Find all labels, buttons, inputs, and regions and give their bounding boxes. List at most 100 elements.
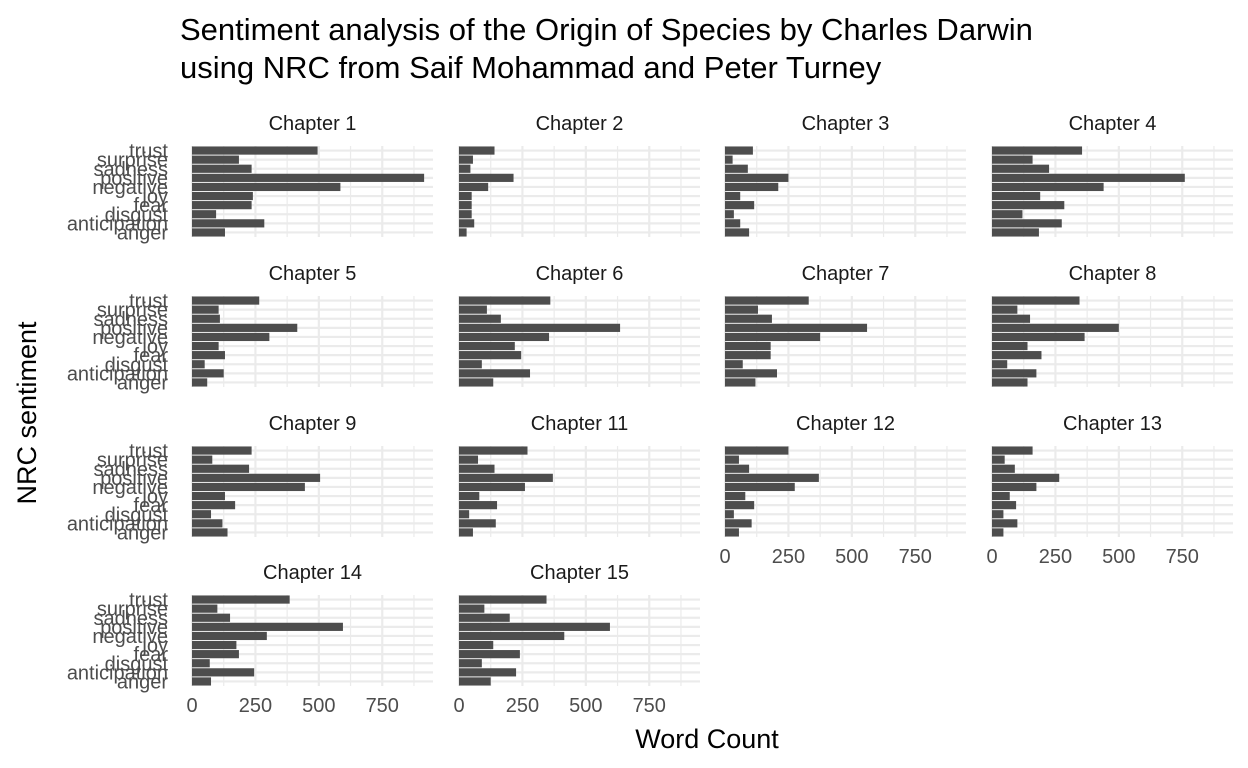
bar-joy [459,491,480,501]
x-tick-label: 0 [719,546,730,568]
bar-positive [725,323,868,332]
bar-surprise [459,604,485,613]
bar-anticipation [992,519,1018,528]
y-tick-label: surprise [97,599,168,621]
facet-strip-label: Chapter 6 [536,263,624,285]
bar-trust [459,446,528,455]
bar-anger [459,677,491,686]
bar-anticipation [459,519,496,528]
y-tick-label: disgust [105,354,169,376]
y-tick-label: disgust [105,653,169,675]
bar-fear [192,201,252,210]
bar-sadness [459,164,471,173]
y-tick-label: disgust [105,204,169,226]
facet-strip-label: Chapter 13 [1063,413,1162,435]
bar-negative [992,482,1037,492]
bar-joy [992,341,1028,351]
bar-anger [459,228,467,237]
bar-disgust [192,659,210,668]
bar-disgust [192,360,205,369]
y-tick-label: surprise [97,300,168,322]
bar-sadness [459,464,495,473]
bar-negative [192,482,305,492]
bar-sadness [725,464,750,473]
facet-panels: Chapter 1angeranticipationdisgustfearjoy… [67,113,1233,717]
chart-title-line-2: using NRC from Saif Mohammad and Peter T… [180,50,882,85]
y-tick-label: sadness [94,159,169,181]
bar-sadness [192,613,231,622]
bar-anticipation [725,369,778,378]
bar-surprise [192,305,219,314]
bar-surprise [725,305,758,314]
bar-trust [992,446,1033,455]
bar-fear [992,201,1065,210]
bar-disgust [459,360,482,369]
y-tick-label: joy [141,186,168,208]
y-tick-label: negative [92,327,168,349]
x-tick-label: 500 [835,546,868,568]
facet-panel: Chapter 9 angeranticipationdisgustfearjoy… [67,413,433,544]
facet-panel: Chapter 7 [723,263,966,387]
facet-strip-label: Chapter 3 [802,113,890,135]
y-tick-label: joy [141,635,168,657]
bar-anger [725,528,739,537]
x-tick-label: 500 [569,695,602,717]
bar-trust [992,296,1080,305]
bar-joy [192,191,253,201]
chart-title: Sentiment analysis of the Origin of Spec… [180,12,1033,85]
y-tick-label: trust [129,291,168,313]
facet-panel: Chapter 11 [457,413,700,537]
bar-positive [725,173,789,182]
x-axis-title: Word Count [635,724,779,754]
x-tick-label: 250 [239,695,272,717]
facet-strip-label: Chapter 9 [269,413,357,435]
bar-disgust [192,510,212,519]
y-tick-label: fear [134,644,169,666]
facet-strip-label: Chapter 5 [269,263,357,285]
bar-disgust [992,210,1023,219]
facet-panel: Chapter 14 angeranticipationdisgustfearjo… [67,562,433,717]
bar-positive [992,473,1060,482]
y-tick-label: trust [129,141,168,163]
bar-trust [459,595,547,604]
bar-joy [459,191,472,201]
facet-panel: Chapter 12 0 250 500 750 [719,413,966,568]
x-tick-label: 0 [986,546,997,568]
y-tick-label: fear [134,495,169,517]
bar-surprise [992,455,1005,464]
bar-anticipation [725,519,752,528]
bar-anticipation [192,219,265,228]
bar-trust [192,296,260,305]
y-tick-label: disgust [105,504,169,526]
bar-disgust [459,659,482,668]
y-tick-label: anticipation [67,213,168,235]
bar-positive [459,173,514,182]
y-tick-label: negative [92,177,168,199]
x-tick-label: 250 [506,695,539,717]
bar-trust [725,146,753,155]
facet-panel: Chapter 5 angeranticipationdisgustfearjoy… [67,263,433,394]
bar-anger [992,228,1039,237]
facet-strip-label: Chapter 11 [531,413,628,435]
bar-negative [459,332,550,342]
bar-sadness [192,314,220,323]
bar-positive [992,173,1185,182]
bar-negative [459,631,565,641]
bar-sadness [725,314,772,323]
bar-sadness [992,464,1015,473]
y-tick-label: anger [117,372,168,394]
facet-panel: Chapter 6 [457,263,700,387]
bar-positive [192,323,298,332]
y-tick-label: sadness [94,459,169,481]
bar-anticipation [459,668,517,677]
bar-joy [192,341,219,351]
bar-anger [192,528,228,537]
bar-fear [992,351,1042,360]
bar-joy [725,191,741,201]
bar-joy [725,491,746,501]
bar-fear [725,351,771,360]
bar-sadness [192,164,252,173]
bar-fear [459,501,498,510]
bar-positive [192,622,343,631]
bar-fear [725,201,755,210]
